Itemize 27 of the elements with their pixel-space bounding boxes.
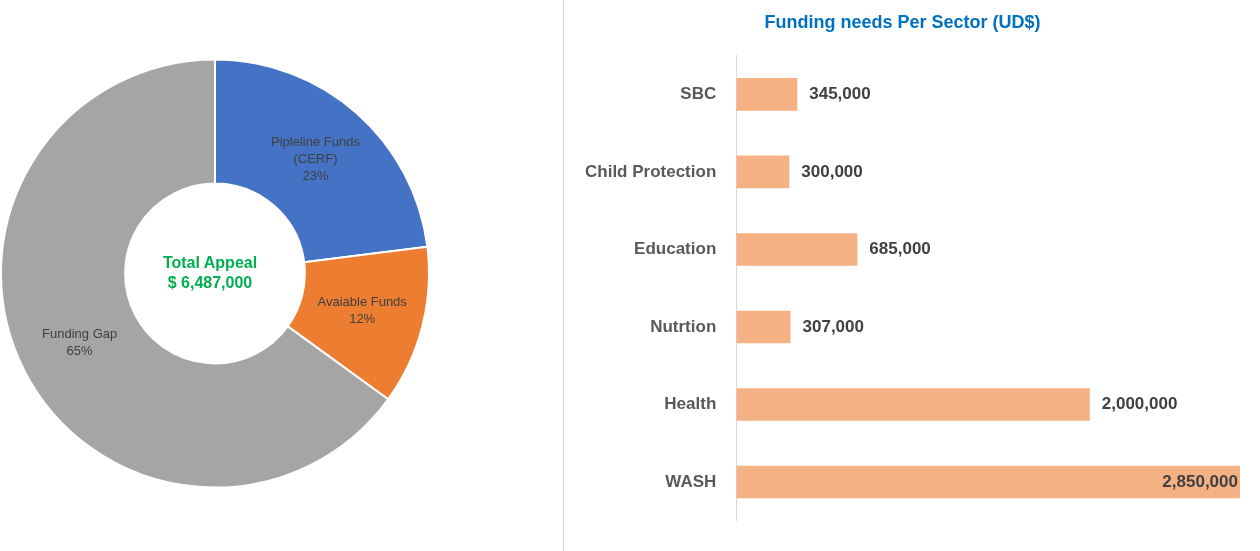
data-label: 65% [66, 342, 94, 358]
data-label: 345,000 [809, 84, 871, 104]
bar [736, 78, 798, 111]
bar [736, 310, 791, 344]
data-label: 23% [302, 168, 329, 184]
data-label: 2,000,000 [1101, 394, 1178, 414]
data-label: 300,000 [801, 161, 863, 181]
y-tick-label: WASH [665, 471, 717, 491]
y-tick-label: SBC [680, 84, 717, 104]
bar [736, 233, 858, 266]
slice-label: Avaiable Funds [317, 294, 408, 310]
slice-label: Pipleline Funds (CERF) [271, 134, 361, 167]
data-label: 685,000 [869, 239, 931, 259]
bar [736, 155, 790, 189]
text: $ 6,487,000 [167, 273, 253, 291]
bar [736, 465, 1240, 499]
text: Total Appeal [162, 253, 258, 271]
y-tick-label: Health [664, 394, 717, 414]
data-label: 2,850,000 [1162, 471, 1238, 491]
data-label: 12% [349, 311, 376, 327]
bar [736, 388, 1090, 421]
data-label: 307,000 [802, 316, 864, 336]
chart-title: Funding needs Per Sector (UD$) [764, 11, 1041, 32]
y-tick-label: Education [634, 239, 717, 259]
slice-label: Funding Gap [42, 325, 118, 341]
y-tick-label: Nutrtion [650, 316, 717, 336]
y-tick-label: Child Protection [585, 161, 717, 181]
